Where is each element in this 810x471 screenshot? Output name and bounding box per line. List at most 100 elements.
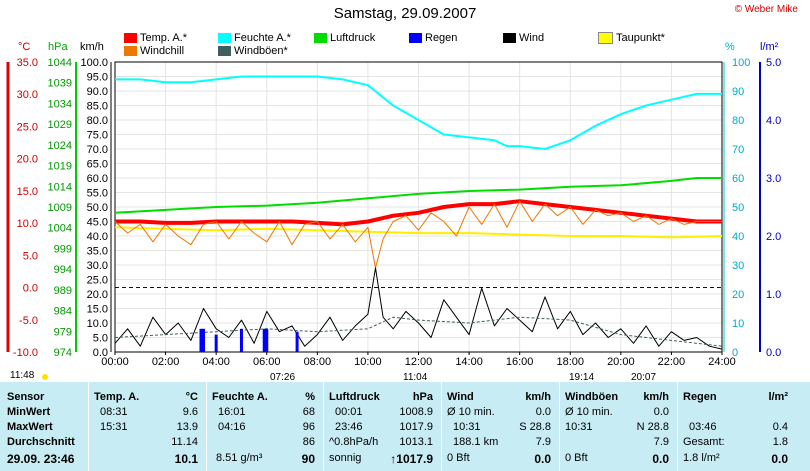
series-line [114,177,722,214]
weather-chart: 00:00 02:00 04:00 06:00 08:00 10:00 12:00 14:00… [6,57,781,368]
pressure-tick-label: 989 [54,285,72,297]
pressure-trend: ^0.8hPa/h [329,436,379,448]
row-label-current: 29.09. 23:46 [7,452,75,466]
wind-tick-label: 40.0 [87,231,108,243]
pressure-tick-label: 1009 [48,202,72,214]
rain-current-value: 0.0 [771,452,788,466]
humidity-tick-label: 60 [732,173,744,185]
wind-avg-value: 7.9 [535,436,551,448]
humidity-max-value: 96 [302,421,315,433]
legend-windchill: Windchill [124,45,184,57]
moon-time-2: 20:07 [631,372,657,383]
copyright-label: © Weber Mike [734,4,798,15]
humidity-header: Feuchte A. [212,391,268,403]
wind-tick-label: 95.0 [87,72,108,84]
legend-swatch-gusts [218,46,231,56]
x-tick-label: 24:00 [708,356,736,368]
rain-bar [262,328,266,352]
humidity-tick-label: 100 [732,57,750,69]
rain-tick-label: 5.0 [766,57,781,69]
temp-tick-label: 5.0 [23,250,38,262]
pressure-header: Luftdruck [329,391,380,403]
col-temp: Temp. A. °C 08:31 9.6 15:31 13.9 11.14 10.1 [88,382,207,471]
pressure-unit-label: hPa [48,41,68,53]
pressure-max-value: 1017.9 [399,421,433,433]
wind-tick-label: 55.0 [87,188,108,200]
wind-max-value: S 28.8 [519,421,551,433]
legend-swatch-pressure [314,33,327,43]
legend-swatch-rain [409,33,422,43]
legend-rain: Regen [409,32,457,44]
temp-unit: °C [185,391,198,403]
gusts-header: Windböen [565,391,619,403]
wind-avg10-value: 0.0 [535,406,551,418]
temp-tick-label: -5.0 [19,315,38,327]
temp-min-value: 9.6 [182,406,198,418]
legend-dewpoint: Taupunkt* [598,32,665,44]
rain-bar [265,328,269,352]
wind-tick-label: 10.0 [87,318,108,330]
col-humidity: Feuchte A.% 16:01 68 04:16 96 86 8.51 g/m³… [206,382,324,471]
pressure-tick-label: 999 [54,243,72,255]
rain-tick-label: 2.0 [766,231,781,243]
gusts-unit: km/h [643,391,669,403]
humidity-tick-label: 20 [732,289,744,301]
temp-tick-label: 15.0 [17,186,38,198]
rain-tick-label: 3.0 [766,173,781,185]
x-tick-label: 08:00 [304,356,332,368]
temp-current-value: 10.1 [174,452,198,466]
wind-unit-label: km/h [80,41,104,53]
temp-max-value: 13.9 [176,421,198,433]
wind-tick-label: 70.0 [87,144,108,156]
gusts-current-value: 0.0 [652,452,669,466]
x-tick-label: 04:00 [202,356,230,368]
pressure-tick-label: 1004 [48,223,72,235]
x-tick-label: 22:00 [658,356,686,368]
pressure-tick-label: 974 [54,347,72,359]
rain-tick-label: 1.0 [766,289,781,301]
humidity-tick-label: 90 [732,86,744,98]
rain-bar [295,331,299,352]
pressure-tick-label: 1039 [48,78,72,90]
rain-tick-label: 0.0 [766,347,781,359]
wind-run: 188.1 km [453,436,499,448]
legend-swatch-humidity [218,33,231,43]
legend-temp: Temp. A.* [124,32,187,44]
pressure-tick-label: 994 [54,264,72,276]
plot-frame [114,61,723,353]
temp-tick-label: 35.0 [17,57,38,69]
series-line [114,226,723,239]
x-tick-label: 06:00 [253,356,281,368]
legend-humidity: Feuchte A.* [218,32,291,44]
rain-unit: l/m² [768,391,788,403]
wind-tick-label: 25.0 [87,275,108,287]
wind-tick-label: 0.0 [93,347,108,359]
wind-tick-label: 90.0 [87,86,108,98]
humidity-tick-label: 80 [732,115,744,127]
pressure-max-time: 23:46 [335,421,363,433]
rain-bar [202,328,206,352]
x-tick-label: 12:00 [405,356,433,368]
col-pressure: Luftdruck hPa 00:01 1008.9 23:46 1017.9 ^0.… [323,382,442,471]
wind-current-value: 0.0 [534,452,551,466]
humidity-tick-label: 30 [732,260,744,272]
row-label-min: MinWert [7,406,51,418]
col-gusts: Windböen km/h Ø 10 min. 0.0 10:31 N 28.8 7.… [559,382,678,471]
wind-tick-label: 75.0 [87,130,108,142]
moon-time-1: 11:04 [403,372,428,383]
pressure-tick-label: 1024 [48,140,72,152]
wind-tick-label: 100.0 [80,57,108,69]
pressure-min-value: 1008.9 [399,406,433,418]
temp-min-time: 08:31 [100,406,128,418]
wind-tick-label: 80.0 [87,115,108,127]
humidity-tick-label: 0 [732,347,738,359]
rain-bar [199,328,203,352]
pressure-tick-label: 1014 [48,181,72,193]
wind-tick-label: 65.0 [87,159,108,171]
pressure-tick-label: 979 [54,326,72,338]
legend-swatch-wind [503,33,516,43]
pressure-forecast: sonnig [329,452,362,464]
legend-pressure: Luftdruck [314,32,375,44]
temp-avg-value: 11.14 [171,436,198,448]
humidity-max-time: 04:16 [218,421,246,433]
